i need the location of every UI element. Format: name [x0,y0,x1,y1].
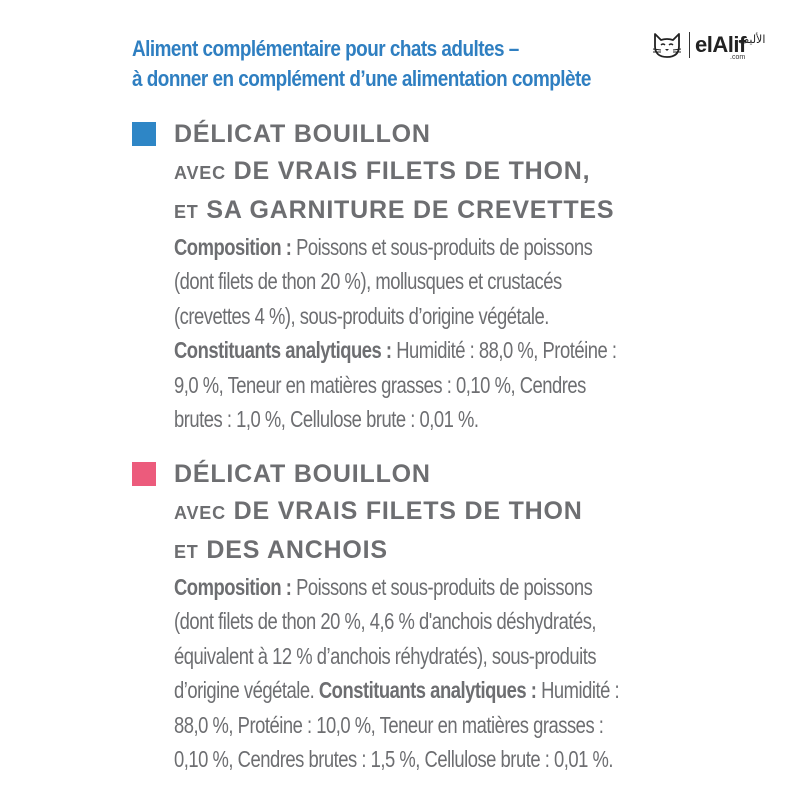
analytic-text: brutes : 1,0 %, Cellulose brute : 0,01 %… [174,406,479,433]
composition-text: Poissons et sous-produits de poissons [296,234,593,260]
title-line-3: DES ANCHOIS [206,536,388,564]
header-line-1: Aliment complémentaire pour chats adulte… [132,36,519,61]
analytic-text: 88,0 %, Protéine : 10,0 %, Teneur en mat… [174,711,604,738]
title-line-3: SA GARNITURE DE CREVETTES [206,196,615,224]
composition-text: équivalent à 12 % d’anchois réhydratés),… [174,642,597,669]
title-line-1: DÉLICAT BOUILLON [174,460,431,488]
logo-divider [689,32,690,58]
composition-text: (crevettes 4 %), sous-produits d’origine… [174,302,549,329]
composition-text: d’origine végétale. [174,677,315,704]
analytic-text: 0,10 %, Cendres brutes : 1,5 %, Cellulos… [174,746,614,773]
analytic-text: Humidité : [541,677,620,704]
cat-face-icon [652,33,682,58]
title-prefix-et: ET [174,542,199,562]
variant-section-shrimp: DÉLICAT BOUILLON AVEC DE VRAIS FILETS DE… [132,116,692,446]
analytic-label: Constituants analytiques : [174,337,392,364]
title-line-2: DE VRAIS FILETS DE THON, [233,157,591,185]
pink-color-swatch [132,462,156,486]
analytic-text: 9,0 %, Teneur en matières grasses : 0,10… [174,371,586,398]
composition-text: (dont filets de thon 20 %), mollusques e… [174,268,562,295]
title-prefix-avec: AVEC [174,163,226,183]
title-line-1: DÉLICAT BOUILLON [174,120,431,148]
analytic-text: Humidité : 88,0 %, Protéine : [396,337,617,364]
variant-composition: Composition : Poissons et sous-produits … [174,230,654,436]
logo-domain: .com [730,54,746,61]
title-prefix-et: ET [174,202,199,222]
title-prefix-avec: AVEC [174,503,226,523]
logo-arabic: الأليف [738,33,766,46]
composition-text: (dont filets de thon 20 %, 4,6 % d'ancho… [174,608,597,635]
composition-label: Composition : [174,574,292,600]
logo-wordmark: elAlif [695,32,746,57]
composition-text: Poissons et sous-produits de poissons [296,574,593,600]
variant-section-anchovies: DÉLICAT BOUILLON AVEC DE VRAIS FILETS DE… [132,456,692,796]
composition-label: Composition : [174,234,292,260]
variant-title: DÉLICAT BOUILLON AVEC DE VRAIS FILETS DE… [174,116,614,231]
brand-logo[interactable]: elAlif [650,28,795,62]
product-header: Aliment complémentaire pour chats adulte… [132,34,591,94]
analytic-label: Constituants analytiques : [318,677,537,704]
blue-color-swatch [132,122,156,146]
header-line-2: à donner en complément d’une alimentatio… [132,66,591,91]
variant-title: DÉLICAT BOUILLON AVEC DE VRAIS FILETS DE… [174,456,583,571]
variant-composition: Composition : Poissons et sous-produits … [174,570,654,776]
title-line-2: DE VRAIS FILETS DE THON [233,497,583,525]
